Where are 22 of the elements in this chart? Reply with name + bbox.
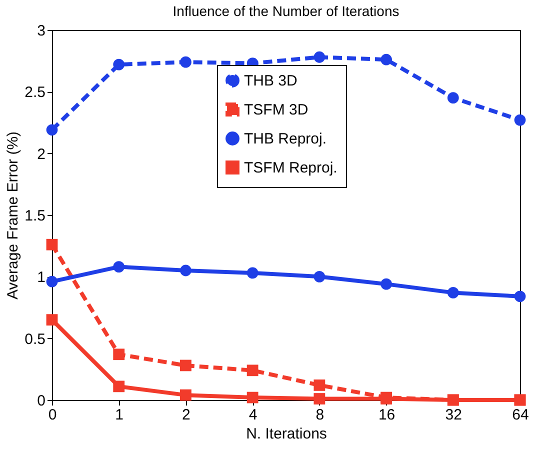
legend-label: THB Reproj. bbox=[244, 130, 327, 148]
x-tick-label: 0 bbox=[48, 406, 57, 424]
y-tick-label: 3 bbox=[37, 22, 46, 40]
x-tick-label: 16 bbox=[378, 406, 396, 424]
x-tick-label: 1 bbox=[115, 406, 124, 424]
x-axis-title: N. Iterations bbox=[246, 426, 327, 442]
legend-label: TSFM Reproj. bbox=[244, 160, 338, 176]
y-tick-label: 0 bbox=[37, 392, 46, 410]
y-tick-label: 2 bbox=[37, 146, 46, 163]
y-axis-title: Average Frame Error (%) bbox=[4, 131, 22, 300]
x-tick-label: 8 bbox=[316, 406, 324, 424]
y-tick-label: 0.5 bbox=[24, 330, 46, 348]
y-tick-label: 1.5 bbox=[24, 208, 46, 224]
legend-label: THB 3D bbox=[244, 72, 298, 90]
y-tick-label: 2.5 bbox=[24, 84, 46, 102]
x-tick-label: 32 bbox=[445, 406, 462, 424]
x-tick-label: 4 bbox=[248, 406, 258, 424]
x-tick-label: 64 bbox=[512, 406, 529, 424]
legend-label: TSFM 3D bbox=[244, 102, 308, 118]
chart-title: Influence of the Number of Iterations bbox=[172, 3, 400, 19]
x-tick-label: 2 bbox=[182, 406, 190, 424]
y-tick-label: 1 bbox=[37, 269, 46, 286]
